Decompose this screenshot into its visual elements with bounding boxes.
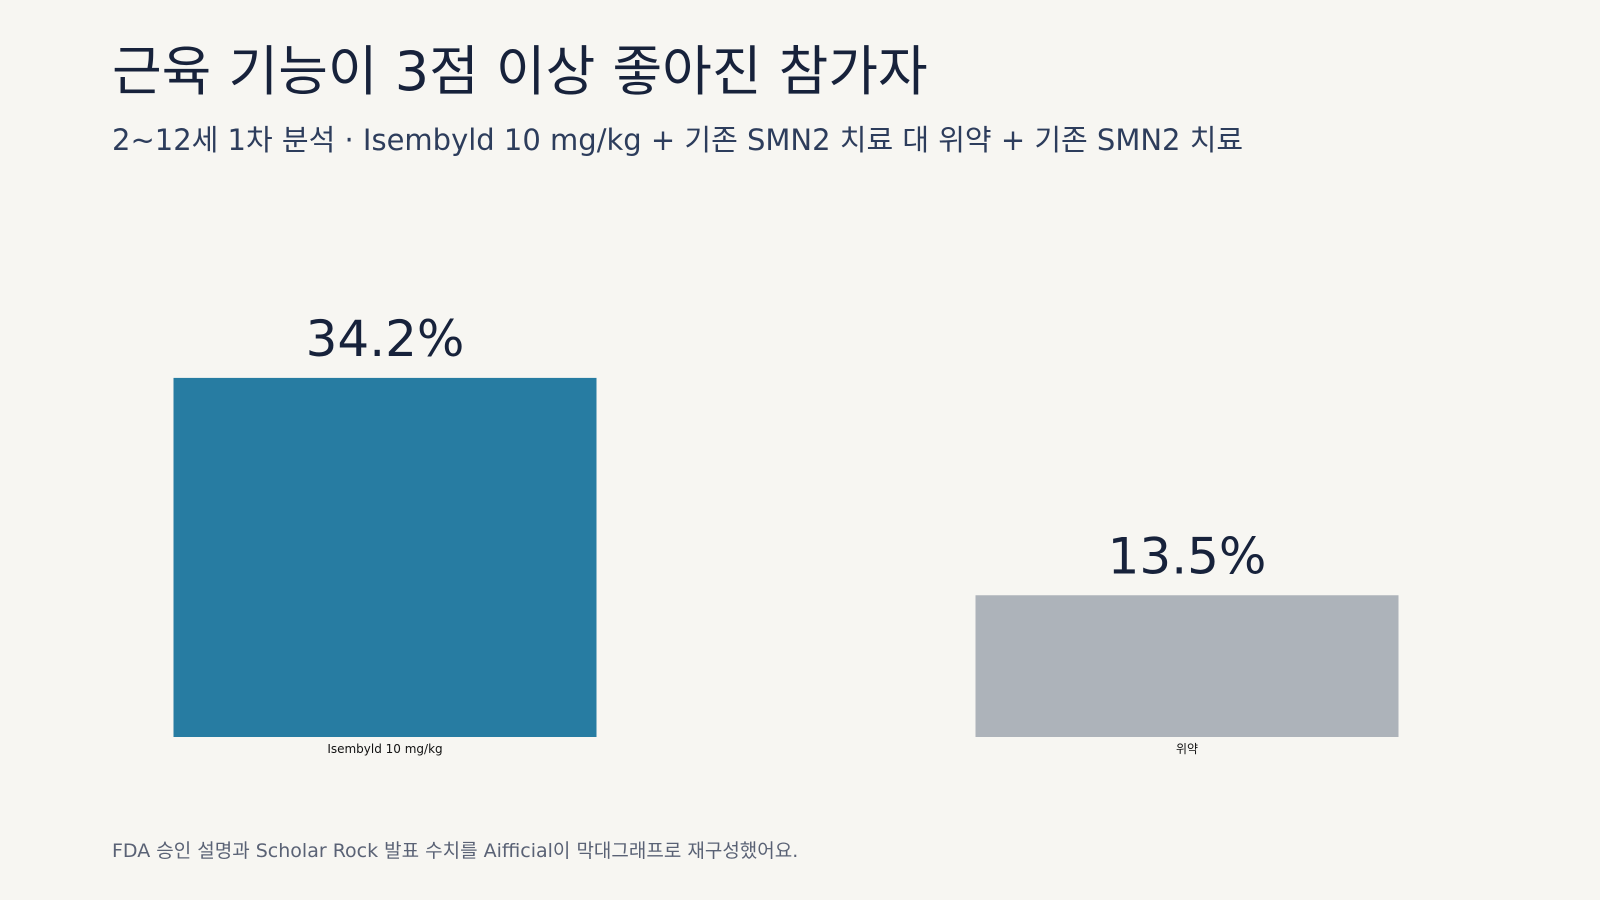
x-tick-label: 위약 (1176, 741, 1198, 756)
bar (975, 595, 1399, 737)
source-note: FDA 승인 설명과 Scholar Rock 발표 수치를 Aifficial… (112, 840, 798, 862)
x-tick-label: Isembyld 10 mg/kg (327, 742, 442, 756)
value-label: 34.2% (306, 310, 465, 368)
bar (173, 377, 597, 737)
chart-title: 근육 기능이 3점 이상 좋아진 참가자 (112, 40, 928, 103)
value-label: 13.5% (1108, 527, 1267, 585)
chart-subtitle: 2~12세 1차 분석 · Isembyld 10 mg/kg + 기존 SMN… (112, 123, 1243, 157)
